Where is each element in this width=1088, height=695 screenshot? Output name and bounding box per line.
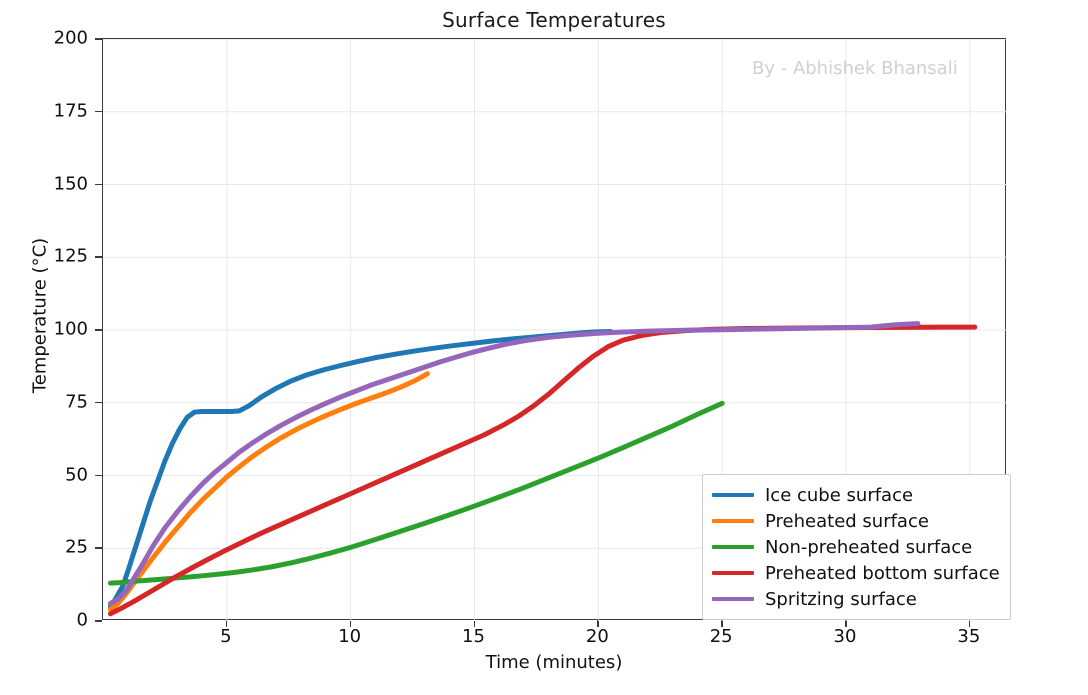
legend-swatch-icon [712, 597, 754, 601]
y-tickmark-0 [95, 620, 102, 622]
legend-label: Spritzing surface [765, 588, 917, 610]
x-tick-20: 20 [585, 626, 609, 647]
watermark-annotation: By - Abhishek Bhansali [752, 58, 958, 79]
legend-label: Ice cube surface [765, 484, 914, 506]
legend-item-2[interactable]: Non-preheated surface [712, 534, 1000, 560]
x-tickmark-5 [225, 620, 228, 627]
y-tickmark-50 [95, 474, 102, 477]
x-tick-5: 5 [220, 626, 232, 647]
legend-label: Non-preheated surface [765, 536, 973, 558]
x-tick-30: 30 [833, 626, 857, 647]
x-tickmark-30 [845, 620, 847, 627]
legend-item-3[interactable]: Preheated bottom surface [712, 560, 1000, 586]
y-tick-150: 150 [53, 173, 88, 194]
series-line-4 [107, 321, 921, 607]
y-tick-200: 200 [53, 27, 88, 49]
series-line-2 [107, 400, 725, 586]
y-tick-100: 100 [53, 318, 88, 340]
y-tickmark-175 [95, 110, 102, 113]
plot-area [102, 38, 1007, 621]
y-tickmark-150 [95, 183, 102, 186]
x-axis-label: Time (minutes) [485, 652, 623, 673]
y-tick-75: 75 [65, 391, 88, 413]
y-tickmark-100 [95, 329, 102, 331]
x-tickmark-20 [597, 620, 599, 627]
y-tick-25: 25 [65, 536, 88, 558]
y-tick-125: 125 [53, 245, 88, 267]
legend-swatch-icon [712, 545, 754, 549]
y-tickmark-125 [95, 256, 102, 258]
legend-swatch-icon [712, 571, 754, 575]
x-tick-25: 25 [709, 626, 733, 647]
x-tickmark-15 [473, 620, 476, 627]
legend-swatch-icon [712, 493, 754, 497]
legend-label: Preheated bottom surface [765, 562, 1000, 584]
legend-swatch-icon [712, 519, 754, 523]
x-tickmark-25 [721, 620, 723, 627]
chart-title: Surface Temperatures [442, 8, 666, 32]
series-line-1 [107, 371, 430, 612]
legend-item-0[interactable]: Ice cube surface [712, 482, 1000, 508]
y-tick-50: 50 [65, 464, 88, 485]
x-tickmark-35 [968, 620, 971, 627]
legend-item-4[interactable]: Spritzing surface [712, 586, 1000, 612]
x-tick-10: 10 [338, 626, 362, 647]
y-tickmark-75 [95, 401, 102, 404]
y-tick-0: 0 [76, 609, 88, 631]
chart-legend: Ice cube surface Preheated surface Non-pre… [702, 474, 1011, 620]
x-tickmark-10 [349, 620, 352, 627]
y-tickmark-25 [95, 547, 102, 549]
y-tickmark-200 [95, 38, 102, 40]
legend-label: Preheated surface [765, 510, 929, 532]
x-tick-15: 15 [462, 626, 485, 647]
x-tick-35: 35 [957, 626, 981, 647]
y-tick-175: 175 [53, 100, 88, 122]
legend-item-1[interactable]: Preheated surface [712, 508, 1000, 534]
series-line-0 [107, 328, 614, 609]
y-axis-tick-labels: 0 25 50 75 100 125 150 175 200 [26, 0, 88, 695]
